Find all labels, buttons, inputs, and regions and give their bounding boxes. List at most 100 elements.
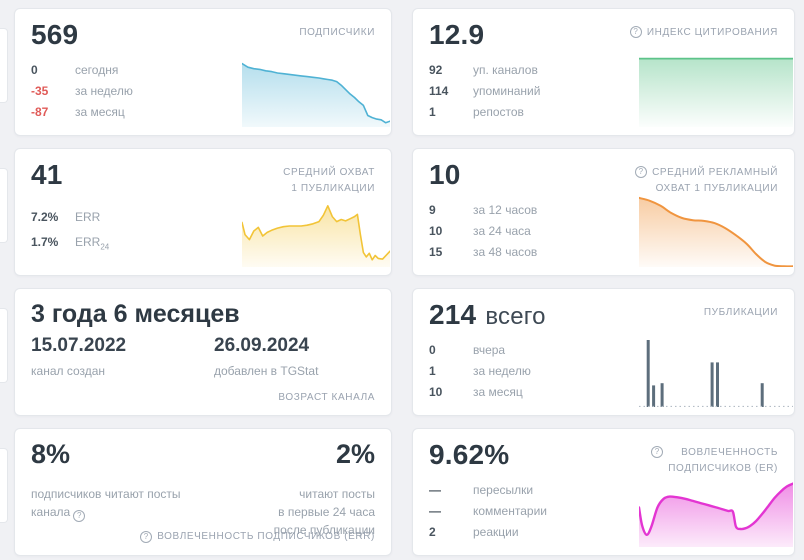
stat-label: за 12 часов bbox=[473, 203, 538, 217]
citation-index-sparkline bbox=[639, 57, 793, 127]
stat-row: 15 за 48 часов bbox=[429, 246, 537, 259]
card-title-text: СРЕДНИЙ ОХВАТ bbox=[283, 167, 375, 178]
stat-value: 114 bbox=[429, 84, 449, 98]
card-title-ad-reach: ? СРЕДНИЙ РЕКЛАМНЫЙ ОХВАТ 1 ПУБЛИКАЦИИ bbox=[635, 165, 778, 197]
stat-value: 0 bbox=[429, 343, 436, 357]
tgstat-added-date: 26.09.2024 bbox=[214, 335, 310, 356]
publications-value-suffix: всего bbox=[485, 303, 546, 330]
stat-label: уп. каналов bbox=[473, 63, 538, 77]
card-title-channel-age: ВОЗРАСТ КАНАЛА bbox=[278, 392, 375, 403]
stat-row: 7.2% ERR bbox=[31, 211, 109, 228]
card-title-subscribers: ПОДПИСЧИКИ bbox=[299, 25, 375, 41]
card-title-text: ВОЗРАСТ КАНАЛА bbox=[278, 392, 375, 403]
stat-row: 0 сегодня bbox=[31, 64, 133, 77]
help-icon[interactable]: ? bbox=[635, 166, 648, 178]
stat-label: ERR24 bbox=[75, 235, 110, 252]
err-read-percent: 8% bbox=[31, 439, 71, 469]
stat-row: 10 за 24 часа bbox=[429, 225, 537, 238]
stat-value: 92 bbox=[429, 63, 443, 77]
stat-row: 0 вчера bbox=[429, 344, 531, 357]
stat-label: за 48 часов bbox=[473, 245, 538, 259]
stat-value: 9 bbox=[429, 203, 436, 217]
stat-row: -35 за неделю bbox=[31, 85, 133, 98]
help-icon[interactable]: ? bbox=[140, 531, 153, 543]
card-title-err: ? ВОВЛЕЧЕННОСТЬ ПОДПИСЧИКОВ (ERR) bbox=[140, 530, 375, 543]
card-subscribers: 569 ПОДПИСЧИКИ 0 сегодня -35 за неделю -… bbox=[14, 8, 392, 136]
subscribers-sparkline bbox=[242, 62, 390, 127]
subscribers-stats: 0 сегодня -35 за неделю -87 за месяц bbox=[31, 64, 133, 127]
avg-reach-sparkline bbox=[242, 205, 390, 267]
stat-row: — пересылки bbox=[429, 484, 547, 497]
citation-stats: 92 уп. каналов 114 упоминаний 1 репостов bbox=[429, 64, 540, 127]
stat-value: -35 bbox=[31, 84, 49, 98]
stat-value: 7.2% bbox=[31, 210, 59, 224]
card-title-text: СРЕДНИЙ РЕКЛАМНЫЙ bbox=[652, 167, 778, 178]
stat-label: комментарии bbox=[473, 504, 547, 518]
stat-row: 114 упоминаний bbox=[429, 85, 540, 98]
card-title-text: ПУБЛИКАЦИИ bbox=[703, 307, 778, 318]
adjacent-card-edge bbox=[0, 168, 8, 243]
citation-index-value: 12.9 bbox=[429, 19, 485, 50]
stat-label: за неделю bbox=[75, 84, 133, 98]
err-read-caption: подписчиков читают посты канала? bbox=[31, 487, 181, 522]
stat-value: 10 bbox=[429, 224, 443, 238]
card-title-text: ВОВЛЕЧЕННОСТЬ ПОДПИСЧИКОВ (ERR) bbox=[157, 531, 375, 542]
er-value: 9.62% bbox=[429, 439, 510, 470]
stat-value: -87 bbox=[31, 105, 49, 119]
stat-label: ERR bbox=[75, 210, 101, 224]
stat-value: 2 bbox=[429, 525, 436, 539]
help-icon[interactable]: ? bbox=[651, 446, 664, 458]
channel-created-caption: канал создан bbox=[31, 364, 106, 378]
er-sparkline bbox=[639, 482, 793, 547]
stat-row: 1 за неделю bbox=[429, 365, 531, 378]
stat-label: за месяц bbox=[75, 105, 125, 119]
er-stats: — пересылки — комментарии 2 реакции bbox=[429, 484, 547, 547]
tgstat-added-caption: добавлен в TGStat bbox=[214, 364, 319, 378]
stat-label: за 24 часа bbox=[473, 224, 531, 238]
channel-age-value: 3 года 6 месяцев bbox=[31, 300, 240, 328]
stat-label: за месяц bbox=[473, 385, 523, 399]
stat-value: 1 bbox=[429, 364, 436, 378]
stat-label: сегодня bbox=[75, 63, 119, 77]
card-title-text: ПОДПИСЧИКИ bbox=[299, 27, 375, 38]
help-icon[interactable]: ? bbox=[73, 510, 86, 522]
err-24h-percent: 2% bbox=[335, 439, 375, 469]
stat-label: упоминаний bbox=[473, 84, 541, 98]
card-err-engagement: 8% подписчиков читают посты канала? 2% ч… bbox=[14, 428, 392, 556]
stat-label: за неделю bbox=[473, 364, 531, 378]
stat-value: 10 bbox=[429, 385, 443, 399]
publications-bar-chart bbox=[639, 340, 793, 407]
card-title-avg-reach: СРЕДНИЙ ОХВАТ 1 ПУБЛИКАЦИИ bbox=[283, 165, 375, 197]
stat-row: 10 за месяц bbox=[429, 386, 531, 399]
adjacent-card-edge bbox=[0, 308, 8, 383]
card-er-engagement: 9.62% ? ВОВЛЕЧЕННОСТЬ ПОДПИСЧИКОВ (ER) —… bbox=[412, 428, 795, 556]
card-publications: 214 всего ПУБЛИКАЦИИ 0 вчера 1 за неделю … bbox=[412, 288, 795, 416]
adjacent-card-edge bbox=[0, 28, 8, 103]
channel-created-block: 15.07.2022 канал создан bbox=[31, 335, 126, 378]
subscribers-value: 569 bbox=[31, 19, 79, 50]
stat-value: 1 bbox=[429, 105, 436, 119]
stat-row: -87 за месяц bbox=[31, 106, 133, 119]
card-avg-post-reach: 41 СРЕДНИЙ ОХВАТ 1 ПУБЛИКАЦИИ 7.2% ERR 1… bbox=[14, 148, 392, 276]
card-avg-ad-reach: 10 ? СРЕДНИЙ РЕКЛАМНЫЙ ОХВАТ 1 ПУБЛИКАЦИ… bbox=[412, 148, 795, 276]
publications-stats: 0 вчера 1 за неделю 10 за месяц bbox=[429, 344, 531, 407]
help-icon[interactable]: ? bbox=[629, 26, 642, 38]
tgstat-added-block: 26.09.2024 добавлен в TGStat bbox=[214, 335, 318, 378]
card-title-text: ОХВАТ 1 ПУБЛИКАЦИИ bbox=[655, 183, 778, 194]
stat-value: 0 bbox=[31, 63, 38, 77]
err-24h-caption: читают посты в первые 24 часа после публ… bbox=[273, 487, 375, 537]
stat-value: — bbox=[429, 504, 441, 518]
card-title-text: ПОДПИСЧИКОВ (ER) bbox=[668, 463, 778, 474]
stat-value: 15 bbox=[429, 245, 443, 259]
stat-row: — комментарии bbox=[429, 505, 547, 518]
stat-label: пересылки bbox=[473, 483, 534, 497]
card-citation-index: 12.9 ? ИНДЕКС ЦИТИРОВАНИЯ 92 уп. каналов… bbox=[412, 8, 795, 136]
stat-row: 1 репостов bbox=[429, 106, 540, 119]
ad-reach-value: 10 bbox=[429, 159, 461, 190]
stat-row: 2 реакции bbox=[429, 526, 547, 539]
stat-value: 1.7% bbox=[31, 235, 59, 250]
card-title-text: 1 ПУБЛИКАЦИИ bbox=[291, 183, 375, 194]
stat-row: 1.7% ERR24 bbox=[31, 236, 109, 253]
card-title-text: ВОВЛЕЧЕННОСТЬ bbox=[681, 447, 778, 458]
card-title-er: ? ВОВЛЕЧЕННОСТЬ ПОДПИСЧИКОВ (ER) bbox=[651, 445, 778, 477]
